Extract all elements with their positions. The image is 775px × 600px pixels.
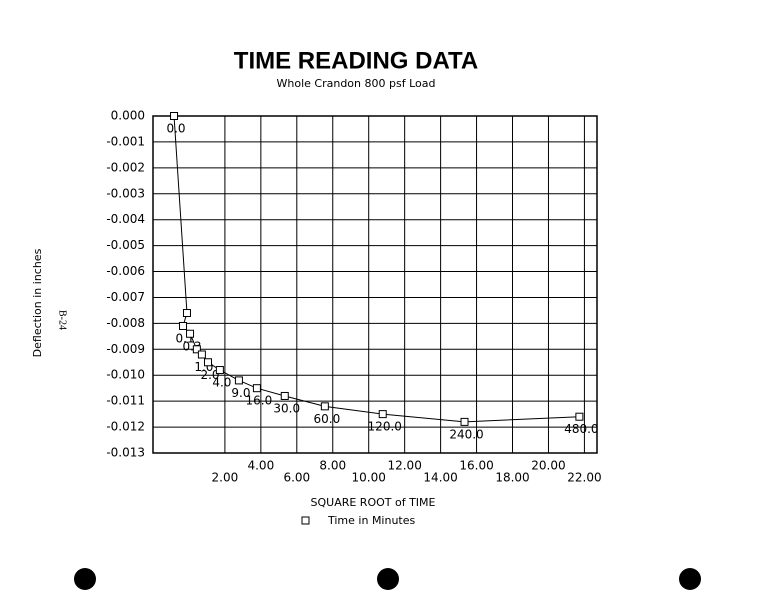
x-tick-label: 22.00 <box>567 471 601 485</box>
x-tick-label: 10.00 <box>352 471 386 485</box>
data-point <box>170 112 179 120</box>
x-tick-label: 16.00 <box>459 459 493 473</box>
y-tick-label: -0.011 <box>106 394 145 408</box>
y-tick-label: -0.003 <box>106 186 145 200</box>
legend-label: Time in Minutes <box>327 514 416 527</box>
data-point <box>378 410 387 419</box>
data-point <box>186 329 195 338</box>
point-label: 240.0 <box>449 427 483 441</box>
x-tick-label: 6.00 <box>283 471 310 485</box>
data-point <box>215 366 224 375</box>
y-axis-label: Deflection in inches <box>31 248 44 357</box>
punch-hole <box>74 568 96 590</box>
chart-subtitle: Whole Crandon 800 psf Load <box>277 77 436 90</box>
point-label: 480.0 <box>564 422 598 436</box>
point-label: 60.0 <box>313 412 340 426</box>
data-point <box>192 345 201 354</box>
y-tick-label: -0.004 <box>106 212 145 226</box>
x-tick-label: 8.00 <box>319 459 346 473</box>
y-tick-label: -0.008 <box>106 316 145 330</box>
point-label: 4.0 <box>212 376 231 390</box>
punch-hole <box>679 568 701 590</box>
data-point <box>320 402 329 411</box>
point-label: 30.0 <box>273 401 300 415</box>
data-point <box>252 384 261 393</box>
y-tick-label: -0.009 <box>106 342 145 356</box>
point-label: 16.0 <box>246 394 273 408</box>
x-tick-label: 14.00 <box>423 471 457 485</box>
data-point <box>280 391 289 400</box>
chart-title: TIME READING DATA <box>234 47 478 74</box>
data-point <box>182 309 191 318</box>
y-tick-label: -0.005 <box>106 238 145 252</box>
side-note: B-24 <box>57 310 68 330</box>
data-point <box>234 376 243 385</box>
y-tick-label: -0.006 <box>106 264 145 278</box>
x-tick-label: 4.00 <box>247 459 274 473</box>
x-axis-label: SQUARE ROOT of TIME <box>311 496 436 509</box>
data-point <box>197 350 206 359</box>
y-tick-label: -0.012 <box>106 420 145 434</box>
legend-marker <box>301 516 310 525</box>
y-tick-label: -0.013 <box>106 446 145 460</box>
y-tick-label: -0.010 <box>106 368 145 382</box>
x-tick-label: 20.00 <box>531 459 565 473</box>
y-tick-label: 0.000 <box>111 109 145 123</box>
point-label: 120.0 <box>368 420 402 434</box>
data-point <box>179 321 188 330</box>
x-tick-label: 2.00 <box>212 471 239 485</box>
point-label: 2.0 <box>200 368 219 382</box>
point-label: 9.0 <box>231 386 250 400</box>
data-point <box>460 417 469 426</box>
y-tick-label: -0.007 <box>106 290 145 304</box>
data-point <box>204 358 213 367</box>
y-tick-label: -0.001 <box>106 134 145 148</box>
x-tick-label: 12.00 <box>387 459 421 473</box>
point-label: 0.0 <box>166 122 185 136</box>
x-tick-label: 18.00 <box>495 471 529 485</box>
y-tick-label: -0.002 <box>106 160 145 174</box>
data-point <box>575 412 584 421</box>
punch-hole <box>377 568 399 590</box>
